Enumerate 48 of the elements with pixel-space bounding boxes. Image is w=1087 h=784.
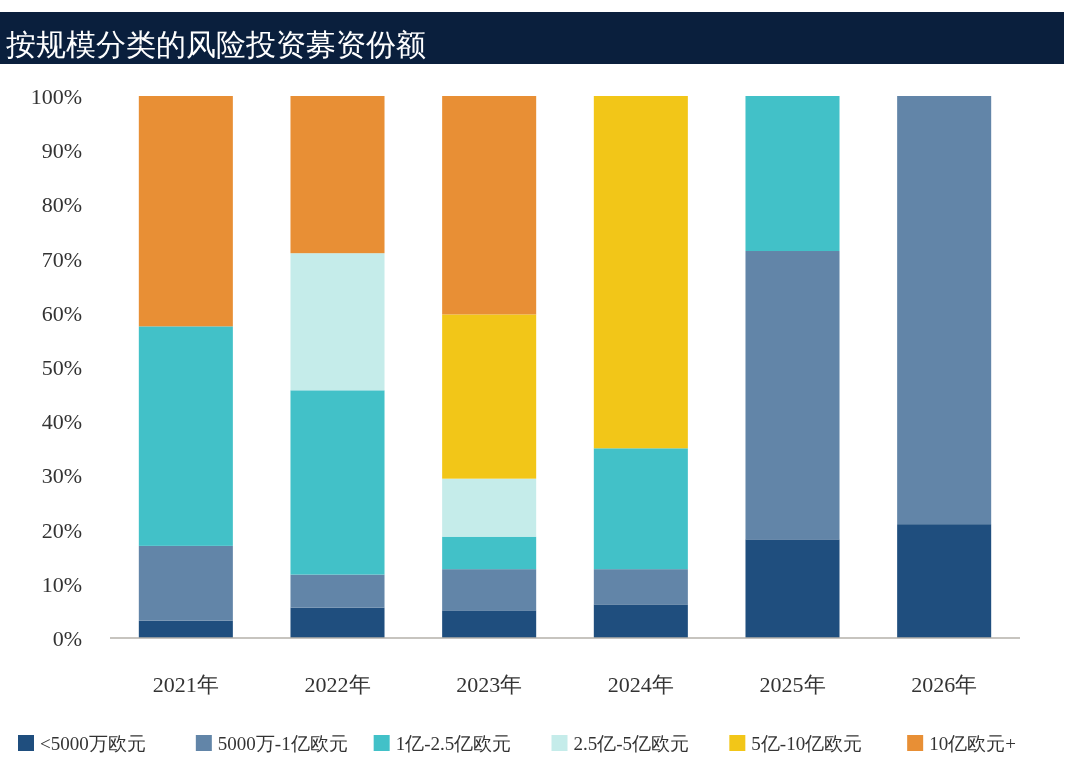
- bar: [138, 96, 233, 327]
- bar: [442, 610, 537, 638]
- x-tick-label: 2022年: [304, 672, 371, 697]
- bar: [745, 251, 840, 540]
- bar: [138, 620, 233, 638]
- y-tick-label: 80%: [41, 192, 82, 218]
- bar: [290, 253, 385, 391]
- bar: [442, 478, 537, 537]
- bar: [593, 604, 688, 638]
- bar: [290, 574, 385, 608]
- bar: [290, 96, 385, 254]
- bar: [593, 96, 688, 449]
- y-tick-label: 20%: [41, 517, 82, 543]
- legend-label: 2.5亿-5亿欧元: [573, 733, 690, 754]
- bar: [593, 448, 688, 570]
- bar: [745, 96, 840, 252]
- legend-label: 10亿欧元+: [929, 733, 1016, 754]
- bar: [442, 569, 537, 611]
- bar: [593, 569, 688, 605]
- legend-label: 5亿-10亿欧元: [751, 733, 863, 754]
- x-tick-label: 2021年: [152, 672, 219, 697]
- bar: [442, 536, 537, 570]
- y-tick-label: 50%: [41, 355, 82, 380]
- bar: [290, 390, 385, 575]
- legend-label: 5000万-1亿欧元: [217, 733, 348, 754]
- legend-label: 1亿-2.5亿欧元: [395, 733, 512, 754]
- y-tick-label: 10%: [41, 571, 82, 597]
- bar: [442, 96, 537, 315]
- bar: [290, 607, 385, 638]
- y-tick-label: 40%: [41, 409, 82, 435]
- x-tick-label: 2025年: [759, 672, 826, 697]
- y-tick-label: 90%: [41, 138, 82, 164]
- y-tick-label: 60%: [41, 300, 82, 326]
- y-tick-label: 0%: [52, 626, 82, 651]
- x-tick-label: 2026年: [911, 672, 978, 697]
- bar: [897, 96, 992, 525]
- chart-title: 按规模分类的风险投资募资份额: [6, 28, 426, 61]
- bar: [745, 539, 840, 638]
- x-tick-label: 2023年: [456, 672, 523, 697]
- legend-label: <5000万欧元: [40, 733, 146, 754]
- bar: [442, 314, 537, 479]
- bar: [138, 326, 233, 546]
- x-tick-label: 2024年: [607, 672, 674, 697]
- y-tick-label: 70%: [41, 246, 82, 272]
- y-tick-label: 100%: [30, 84, 82, 109]
- y-tick-label: 30%: [41, 463, 82, 489]
- bar: [897, 524, 992, 638]
- bar: [138, 545, 233, 621]
